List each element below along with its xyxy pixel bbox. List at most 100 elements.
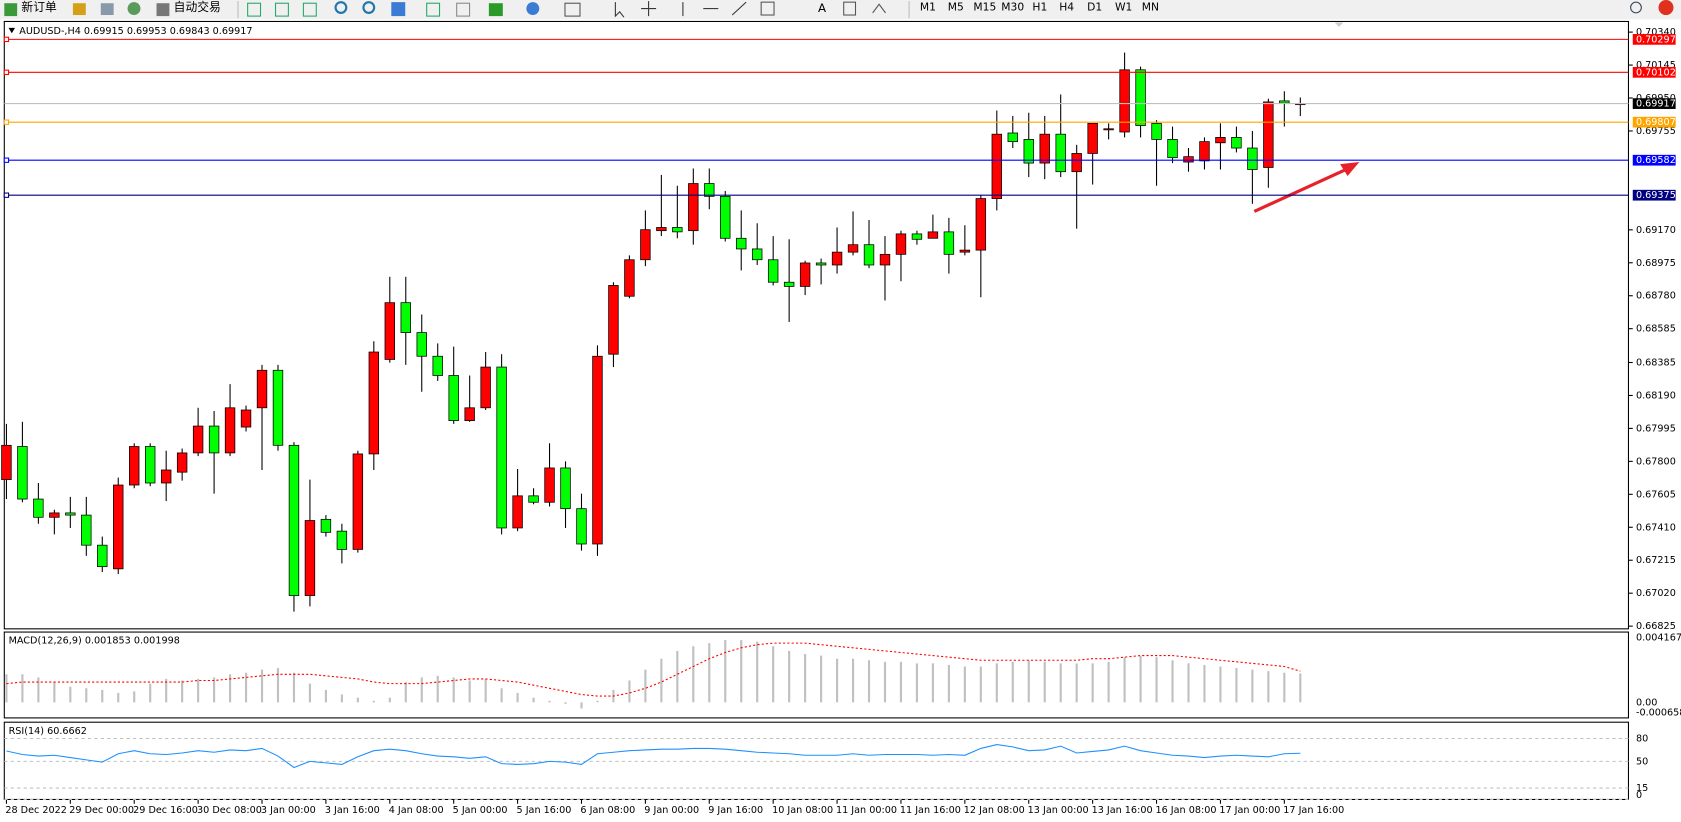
candle-body <box>736 237 747 250</box>
toolbar-icon[interactable] <box>72 3 86 16</box>
x-tick-label: 16 Jan 08:00 <box>1155 805 1216 816</box>
timeframe-button[interactable]: W1 <box>1115 1 1132 14</box>
candle-body <box>672 227 683 233</box>
level-label-bg <box>1632 189 1676 201</box>
timeframe-button[interactable]: M5 <box>948 1 964 14</box>
toolbar-icon[interactable] <box>302 2 317 17</box>
level-label: 0.69582 <box>1636 155 1676 166</box>
toolbar-icon[interactable] <box>274 2 289 17</box>
y-tick-label: 0.68780 <box>1636 291 1676 302</box>
toolbar-icon[interactable] <box>456 2 471 17</box>
toolbar-icon[interactable] <box>247 2 262 17</box>
y-tick-label: 80 <box>1636 734 1648 745</box>
timeframe-button[interactable]: D1 <box>1087 1 1102 14</box>
candle-body <box>975 198 987 251</box>
candle-body <box>1087 122 1098 154</box>
annotation-arrow <box>1253 164 1354 213</box>
level-label-bg <box>1632 154 1676 166</box>
x-tick-label: 28 Dec 2022 <box>5 805 67 816</box>
candle-body <box>160 469 172 484</box>
toolbar <box>0 0 1681 20</box>
text-tool[interactable]: A <box>818 1 826 15</box>
level-anchor <box>3 119 10 125</box>
candle-body <box>1263 101 1274 168</box>
x-tick-label: 9 Jan 16:00 <box>708 805 763 816</box>
crosshair-tool[interactable] <box>641 1 657 17</box>
candle-body <box>65 512 76 516</box>
candle-body <box>720 195 731 239</box>
timeframe-button[interactable]: M30 <box>1001 1 1024 14</box>
candle-body <box>272 369 284 446</box>
candle-body <box>911 233 923 240</box>
candle-body <box>767 259 779 283</box>
timeframe-button[interactable]: H4 <box>1059 1 1074 14</box>
toolbar-icon[interactable] <box>100 3 114 16</box>
templates-icon[interactable] <box>564 2 581 17</box>
candle-body <box>1135 69 1146 126</box>
notification-icon[interactable] <box>1658 0 1674 16</box>
timeframe-button[interactable]: M1 <box>920 1 936 14</box>
candle-body <box>640 229 651 261</box>
candle-body <box>1023 139 1034 164</box>
new-order-button[interactable]: 新订单 <box>21 0 57 14</box>
y-tick-label: 50 <box>1636 756 1648 767</box>
new-order-icon[interactable] <box>4 3 18 17</box>
candle-body <box>1215 137 1226 144</box>
candle-body <box>959 249 971 253</box>
x-tick-label: 11 Jan 16:00 <box>900 805 961 816</box>
candle-body <box>879 253 891 266</box>
x-tick-label: 17 Jan 16:00 <box>1283 805 1344 816</box>
candle-body <box>608 285 619 355</box>
candle-body <box>224 407 236 454</box>
candle-body <box>448 375 459 422</box>
candle-body <box>688 183 699 232</box>
label-tool[interactable] <box>843 1 857 16</box>
x-tick-label: 6 Jan 08:00 <box>580 805 635 816</box>
fibo-tool[interactable] <box>760 1 775 16</box>
candle-body <box>304 520 316 596</box>
y-tick-label: 0.67605 <box>1636 489 1676 500</box>
auto-trading-button[interactable]: 自动交易 <box>174 0 221 14</box>
x-tick-label: 4 Jan 08:00 <box>389 805 444 816</box>
timeframe-button[interactable]: M15 <box>973 1 996 14</box>
toolbar-icon[interactable] <box>426 2 441 17</box>
candle-body <box>799 262 811 287</box>
x-tick-label: 12 Jan 08:00 <box>964 805 1025 816</box>
arrow-tool[interactable] <box>872 3 886 14</box>
candle-body <box>49 512 60 518</box>
level-label: 0.69807 <box>1636 117 1676 128</box>
zoom-in[interactable] <box>334 1 348 14</box>
candle-body <box>1231 137 1242 149</box>
candle-body <box>544 467 555 503</box>
candle-body <box>144 446 156 484</box>
candle-body <box>192 425 204 454</box>
level-label: 0.70102 <box>1636 67 1676 78</box>
periods-icon[interactable] <box>526 2 540 16</box>
bid-label-bg <box>1632 98 1676 109</box>
toolbar-icon[interactable] <box>127 2 141 16</box>
candle-body <box>847 244 859 253</box>
y-tick-label: 0.68975 <box>1636 258 1676 269</box>
indicators-icon[interactable] <box>488 3 503 17</box>
candle-body <box>129 446 140 486</box>
y-tick-label: 0.67995 <box>1636 423 1676 434</box>
level-label: 0.69375 <box>1636 190 1676 201</box>
candle-body <box>496 366 507 529</box>
timeframe-button[interactable]: H1 <box>1032 1 1047 14</box>
zoom-out[interactable] <box>362 1 376 14</box>
trendline-tool[interactable] <box>731 1 747 16</box>
candle-body <box>17 446 28 500</box>
candle-body <box>1039 133 1050 164</box>
auto-trading-icon[interactable] <box>156 3 170 17</box>
cursor-tool[interactable] <box>614 2 625 18</box>
timeframe-button[interactable]: MN <box>1142 1 1159 14</box>
toolbar-icon[interactable] <box>391 2 406 17</box>
candle-body <box>1071 153 1082 173</box>
candle-body <box>352 453 364 550</box>
level-label-bg <box>1632 34 1676 45</box>
search-icon[interactable] <box>1630 1 1642 14</box>
candle-body <box>1167 139 1178 159</box>
level-label: 0.70297 <box>1636 34 1676 45</box>
